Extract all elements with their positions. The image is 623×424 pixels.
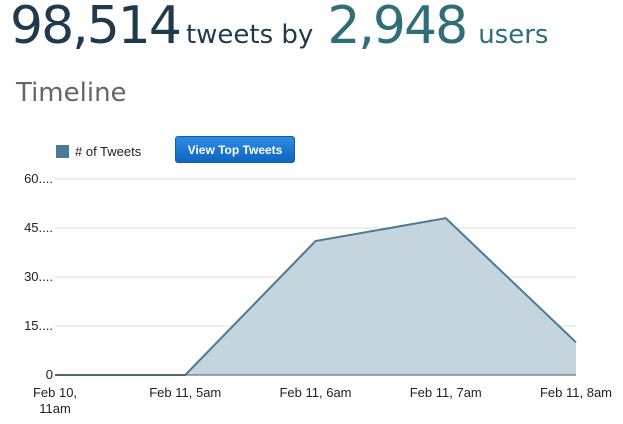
y-tick-label: 15.... — [24, 318, 53, 333]
chart-legend: # of Tweets — [56, 144, 141, 159]
user-count: 2,948 — [327, 0, 468, 56]
x-tick-label: Feb 11, 5am — [149, 385, 221, 400]
x-tick-label: Feb 10, 11am — [33, 385, 77, 416]
series-area — [55, 218, 576, 375]
y-tick-label: 0 — [46, 367, 53, 382]
legend-label: # of Tweets — [75, 144, 142, 159]
x-tick-label: Feb 11, 6am — [279, 385, 351, 400]
users-label: users — [478, 20, 549, 50]
legend-swatch — [56, 145, 69, 158]
y-tick-label: 60.... — [24, 171, 53, 186]
view-top-tweets-button[interactable]: View Top Tweets — [175, 136, 295, 163]
tweets-by-label: tweets by — [185, 20, 314, 50]
x-tick-label: Feb 11, 8am — [540, 385, 612, 400]
y-tick-label: 30.... — [24, 269, 53, 284]
stats-headline: 98,514 tweets by 2,948 users — [10, 0, 562, 52]
tweet-count: 98,514 — [10, 0, 182, 56]
section-title: Timeline — [16, 78, 127, 108]
x-tick-label: Feb 11, 7am — [410, 385, 482, 400]
y-tick-label: 45.... — [24, 220, 53, 235]
timeline-chart: 0 15.... 30.... 45.... 60.... Feb 10, 11am Feb … — [24, 171, 612, 416]
